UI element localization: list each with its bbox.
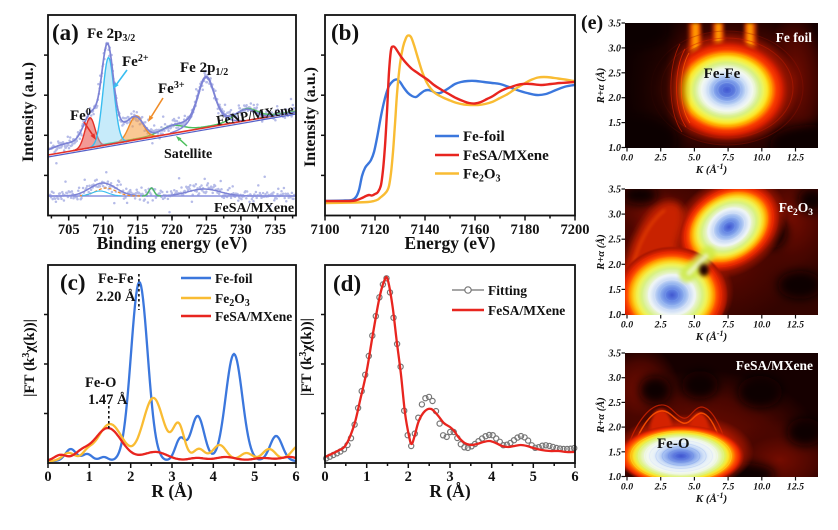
- svg-text:2: 2: [127, 469, 134, 485]
- svg-text:7120: 7120: [361, 222, 390, 238]
- svg-text:1.0: 1.0: [609, 143, 622, 154]
- svg-text:3: 3: [446, 469, 453, 485]
- svg-text:(b): (b): [331, 20, 359, 45]
- svg-text:7160: 7160: [461, 222, 490, 238]
- svg-text:Energy (eV): Energy (eV): [405, 233, 496, 253]
- svg-text:Fe-foil: Fe-foil: [463, 129, 505, 145]
- svg-text:2.5: 2.5: [654, 482, 667, 493]
- svg-text:12.5: 12.5: [787, 482, 804, 493]
- svg-text:0.0: 0.0: [621, 482, 633, 493]
- svg-text:730: 730: [230, 222, 252, 238]
- svg-text:(d): (d): [333, 271, 361, 296]
- svg-text:(e): (e): [581, 12, 603, 34]
- svg-text:3.0: 3.0: [608, 43, 622, 54]
- svg-text:4: 4: [488, 469, 495, 485]
- svg-text:Fe-O: Fe-O: [657, 436, 689, 452]
- svg-text:725: 725: [196, 222, 218, 238]
- svg-text:0: 0: [321, 469, 328, 485]
- svg-text:3.0: 3.0: [608, 210, 622, 221]
- svg-text:FeSA/MXene: FeSA/MXene: [463, 148, 549, 164]
- svg-text:0.0: 0.0: [621, 320, 633, 331]
- svg-text:1.0: 1.0: [609, 310, 622, 321]
- svg-text:3.5: 3.5: [608, 19, 622, 30]
- svg-text:10.0: 10.0: [753, 153, 770, 164]
- svg-text:2.5: 2.5: [608, 398, 622, 409]
- svg-text:Fe-Fe: Fe-Fe: [98, 271, 134, 287]
- svg-text:R+α (Å): R+α (Å): [595, 234, 607, 270]
- svg-text:3: 3: [168, 469, 175, 485]
- svg-text:715: 715: [127, 222, 149, 238]
- svg-text:FeSA/MXene: FeSA/MXene: [488, 303, 565, 318]
- svg-text:2.20 Å: 2.20 Å: [96, 289, 136, 305]
- svg-text:1.5: 1.5: [609, 118, 622, 129]
- svg-text:|FT (k3χ(k))|: |FT (k3χ(k))|: [21, 319, 38, 397]
- svg-text:2.5: 2.5: [654, 153, 667, 164]
- svg-text:(a): (a): [52, 20, 79, 45]
- svg-text:5.0: 5.0: [688, 153, 700, 164]
- svg-text:Fe2O3: Fe2O3: [215, 291, 250, 309]
- svg-text:2.0: 2.0: [608, 93, 622, 104]
- svg-text:Fe-Fe: Fe-Fe: [704, 66, 741, 82]
- svg-text:(c): (c): [60, 270, 86, 295]
- svg-text:7140: 7140: [411, 222, 440, 238]
- svg-text:R+α (Å): R+α (Å): [595, 68, 607, 104]
- svg-text:7.5: 7.5: [722, 482, 734, 493]
- svg-text:5.0: 5.0: [688, 320, 700, 331]
- svg-text:1: 1: [363, 469, 370, 485]
- svg-text:3.0: 3.0: [608, 373, 622, 384]
- svg-text:FeSA/MXene: FeSA/MXene: [215, 309, 292, 324]
- svg-text:10.0: 10.0: [753, 482, 770, 493]
- svg-text:Fe foil: Fe foil: [776, 30, 813, 45]
- svg-text:7100: 7100: [311, 222, 340, 238]
- svg-text:2.5: 2.5: [654, 320, 667, 331]
- svg-text:1.5: 1.5: [609, 285, 622, 296]
- svg-text:Binding energy (eV): Binding energy (eV): [97, 233, 248, 253]
- svg-text:5.0: 5.0: [688, 482, 700, 493]
- svg-text:3.5: 3.5: [608, 185, 622, 196]
- svg-text:7.5: 7.5: [722, 320, 734, 331]
- svg-text:12.5: 12.5: [787, 153, 804, 164]
- svg-text:R+α (Å): R+α (Å): [595, 397, 607, 433]
- svg-text:720: 720: [161, 222, 183, 238]
- svg-text:735: 735: [264, 222, 286, 238]
- svg-text:705: 705: [58, 222, 80, 238]
- svg-text:10.0: 10.0: [753, 320, 770, 331]
- svg-text:6: 6: [292, 469, 299, 485]
- svg-text:2.5: 2.5: [608, 235, 622, 246]
- svg-text:1.47 Å: 1.47 Å: [88, 392, 128, 408]
- svg-text:FeSA/MXene: FeSA/MXene: [736, 358, 813, 373]
- svg-text:Fe-O: Fe-O: [85, 375, 116, 391]
- svg-text:3.5: 3.5: [608, 349, 622, 360]
- svg-text:2.0: 2.0: [608, 260, 622, 271]
- svg-text:0: 0: [44, 469, 51, 485]
- svg-text:1: 1: [86, 469, 93, 485]
- svg-text:2.5: 2.5: [608, 68, 622, 79]
- svg-text:1.5: 1.5: [609, 447, 622, 458]
- svg-text:6: 6: [571, 469, 578, 485]
- svg-text:5: 5: [530, 469, 537, 485]
- svg-text:|FT (k3χ(k))|: |FT (k3χ(k))|: [298, 318, 315, 396]
- svg-text:2: 2: [405, 469, 412, 485]
- svg-text:7200: 7200: [561, 222, 590, 238]
- svg-text:Fe2O3: Fe2O3: [463, 167, 501, 185]
- svg-text:12.5: 12.5: [787, 320, 804, 331]
- svg-text:5: 5: [251, 469, 258, 485]
- svg-text:Fe-foil: Fe-foil: [215, 271, 253, 286]
- svg-text:Satellite: Satellite: [164, 147, 212, 162]
- svg-text:R (Å): R (Å): [429, 481, 470, 501]
- svg-text:Intensity (a.u.): Intensity (a.u.): [302, 67, 319, 167]
- svg-text:Fitting: Fitting: [488, 283, 527, 298]
- svg-text:710: 710: [92, 222, 114, 238]
- svg-text:FeSA/MXene: FeSA/MXene: [214, 201, 294, 216]
- svg-text:2.0: 2.0: [608, 423, 622, 434]
- svg-text:Intensity (a.u.): Intensity (a.u.): [20, 62, 37, 162]
- svg-text:Fe2O3: Fe2O3: [779, 200, 814, 218]
- svg-text:0.0: 0.0: [621, 153, 633, 164]
- svg-text:R (Å): R (Å): [151, 481, 192, 501]
- svg-text:7180: 7180: [511, 222, 540, 238]
- svg-text:7.5: 7.5: [722, 153, 734, 164]
- svg-text:1.0: 1.0: [609, 472, 622, 483]
- svg-text:4: 4: [210, 469, 217, 485]
- svg-text:Fe0: Fe0: [70, 107, 91, 124]
